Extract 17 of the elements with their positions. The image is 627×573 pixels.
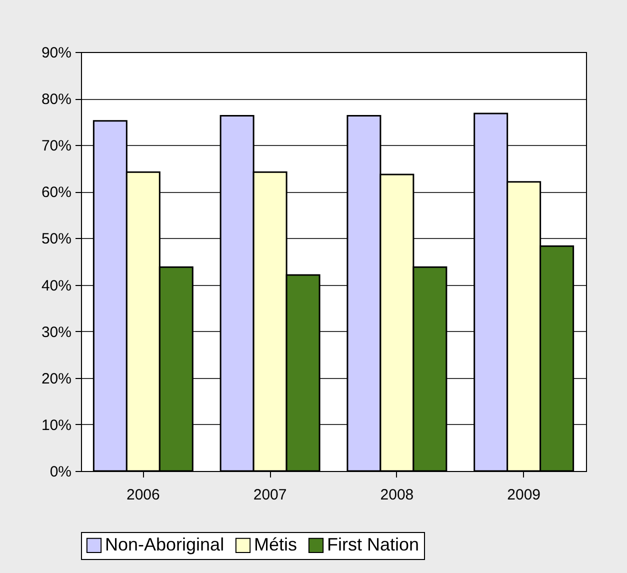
y-tick-label: 30% <box>41 324 72 341</box>
y-tick-label: 70% <box>41 138 72 155</box>
y-tick-label: 80% <box>41 91 72 108</box>
x-tick-label: 2008 <box>380 486 414 504</box>
y-tick-label: 0% <box>50 464 72 480</box>
legend-label: Métis <box>254 534 298 554</box>
y-tick-label: 40% <box>41 277 72 294</box>
y-tick-label: 50% <box>41 230 72 248</box>
y-tick-label: 10% <box>41 416 72 434</box>
y-tick-label: 90% <box>41 44 72 62</box>
legend-label: Non-Aboriginal <box>105 534 224 554</box>
y-tick-label: 60% <box>41 184 72 202</box>
y-tick-label: 20% <box>41 370 72 388</box>
legend-label: First Nation <box>327 534 420 554</box>
x-tick-label: 2007 <box>253 486 287 504</box>
x-tick-label: 2006 <box>126 486 160 504</box>
x-tick-label: 2009 <box>507 486 541 504</box>
